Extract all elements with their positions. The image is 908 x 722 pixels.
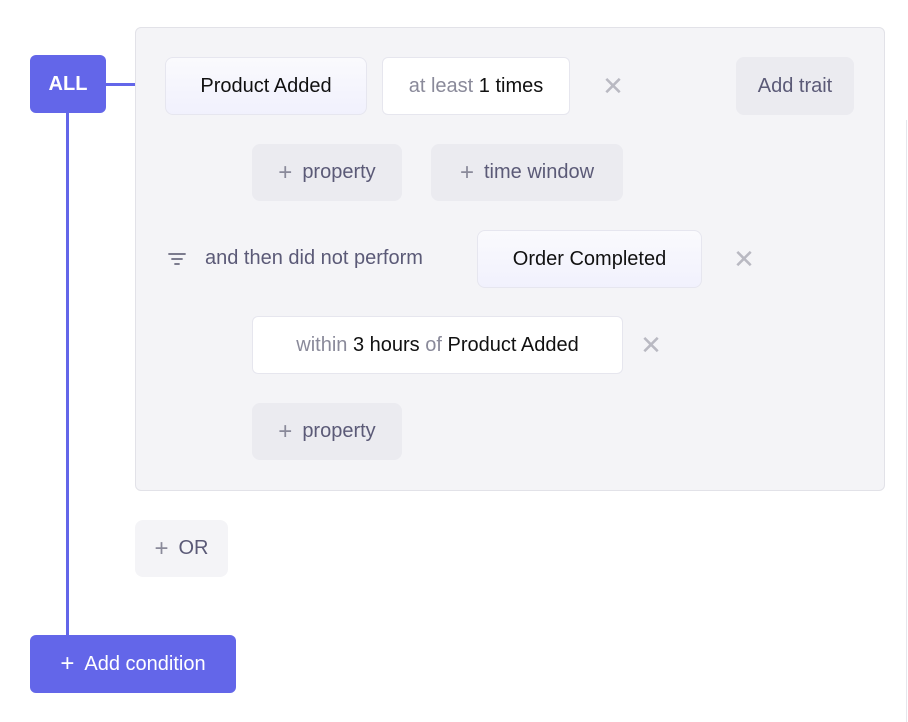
event-select-product-added[interactable]: Product Added	[165, 57, 367, 115]
frequency-input[interactable]: at least 1 times	[382, 57, 570, 115]
or-label: OR	[178, 537, 209, 559]
filter-icon[interactable]	[167, 250, 187, 268]
right-divider	[906, 120, 907, 722]
or-button[interactable]: + OR	[135, 520, 228, 577]
add-time-window-button[interactable]: + time window	[431, 144, 623, 201]
add-then-property-button[interactable]: + property	[252, 403, 402, 460]
within-prefix: within	[296, 333, 348, 356]
plus-icon: +	[60, 650, 75, 677]
frequency-prefix: at least	[408, 74, 474, 97]
within-input[interactable]: within 3 hours of Product Added	[252, 316, 623, 374]
add-property-button[interactable]: + property	[252, 144, 402, 201]
remove-within-close-icon[interactable]: ✕	[640, 329, 662, 360]
event-select-order-completed[interactable]: Order Completed	[477, 230, 702, 288]
all-operator-button[interactable]: ALL	[30, 55, 106, 113]
plus-icon: +	[278, 158, 293, 186]
within-ref: Product Added	[447, 333, 579, 356]
plus-icon: +	[278, 417, 293, 445]
add-time-window-label: time window	[483, 161, 595, 183]
add-condition-button[interactable]: + Add condition	[30, 635, 236, 693]
plus-icon: +	[154, 534, 169, 562]
then-label: and then did not perform	[205, 247, 423, 269]
within-value: 3 hours	[352, 333, 420, 356]
tree-horizontal-line	[104, 83, 136, 86]
add-property-label: property	[302, 161, 376, 183]
plus-icon: +	[459, 158, 474, 186]
within-of: of	[425, 333, 442, 356]
tree-vertical-line	[66, 110, 69, 640]
remove-then-close-icon[interactable]: ✕	[733, 243, 755, 274]
remove-condition-close-icon[interactable]: ✕	[602, 70, 624, 101]
add-trait-button[interactable]: Add trait	[736, 57, 854, 115]
add-property-label: property	[302, 420, 376, 442]
add-condition-label: Add condition	[84, 652, 206, 675]
frequency-value: 1 times	[478, 74, 544, 97]
